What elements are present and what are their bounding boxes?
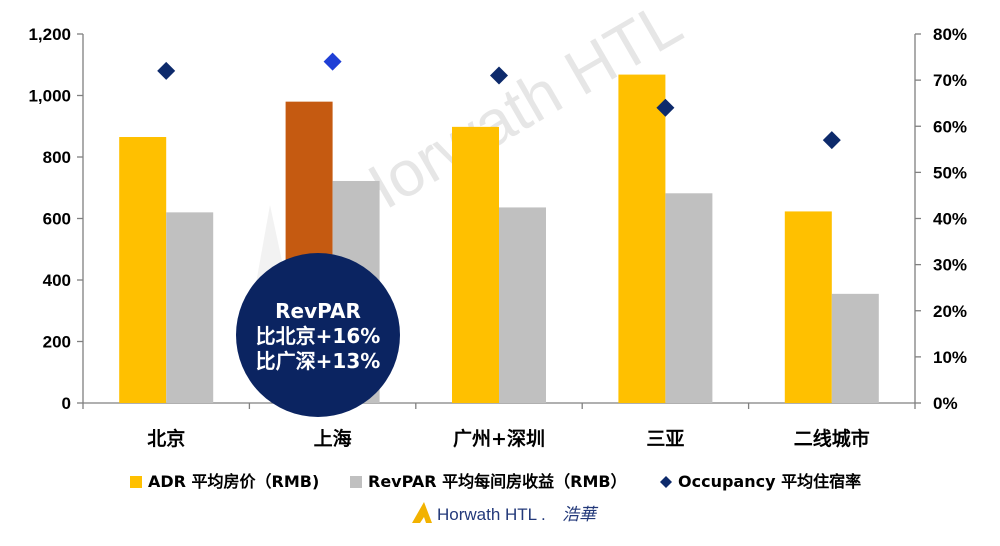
legend-swatch xyxy=(660,476,672,488)
callout-line-3: 比广深+13% xyxy=(256,349,381,373)
category-label: 北京 xyxy=(147,427,185,450)
y2-tick-label: 10% xyxy=(933,348,967,367)
occupancy-marker xyxy=(157,61,176,80)
callout-line-1: RevPAR xyxy=(275,299,361,323)
y2-tick-label: 50% xyxy=(933,163,967,182)
occupancy-marker xyxy=(656,98,675,117)
revpar-callout: RevPAR 比北京+16% 比广深+13% xyxy=(236,253,400,417)
y-tick-label: 200 xyxy=(43,333,71,352)
bar-revpar xyxy=(831,293,879,403)
y-tick-label: 400 xyxy=(43,271,71,290)
legend-label: RevPAR 平均每间房收益（RMB） xyxy=(368,472,627,491)
category-label: 三亚 xyxy=(646,428,684,450)
logo-tm: . xyxy=(541,505,546,524)
category-labels: 北京 上海 广州+深圳 三亚 二线城市 xyxy=(147,427,870,450)
legend-label: Occupancy 平均住宿率 xyxy=(678,472,861,491)
occupancy-markers xyxy=(157,52,841,150)
bar-adr xyxy=(452,126,499,404)
y2-tick-label: 60% xyxy=(933,117,967,136)
bar-revpar xyxy=(665,193,713,403)
category-label: 广州+深圳 xyxy=(453,427,545,450)
y2-tick-label: 20% xyxy=(933,302,967,321)
legend-swatch xyxy=(350,476,362,488)
legend: ADR 平均房价（RMB) RevPAR 平均每间房收益（RMB） Occupanc… xyxy=(130,472,861,491)
tick-labels: 0 200 400 600 800 1,000 1,200 0% 10% 20% 30% 40% 50%… xyxy=(28,25,967,413)
horwath-logo: Horwath HTL . 浩華 xyxy=(412,502,599,525)
legend-label: ADR 平均房价（RMB) xyxy=(148,472,319,491)
callout-line-2: 比北京+16% xyxy=(256,324,381,348)
bar-revpar xyxy=(166,212,214,403)
occupancy-marker xyxy=(323,52,342,71)
bar-revpar xyxy=(499,207,546,403)
legend-swatch xyxy=(130,476,142,488)
y-tick-label: 1,000 xyxy=(28,87,71,106)
y-tick-label: 1,200 xyxy=(28,25,71,44)
logo-icon xyxy=(412,502,432,523)
y-tick-label: 800 xyxy=(43,148,71,167)
y2-tick-label: 70% xyxy=(933,71,967,90)
bar-adr xyxy=(784,211,832,403)
callout-circle xyxy=(236,253,400,417)
category-label: 上海 xyxy=(314,427,352,450)
logo-chinese: 浩華 xyxy=(562,505,599,525)
y2-tick-label: 30% xyxy=(933,256,967,275)
y2-tick-label: 40% xyxy=(933,210,967,229)
y2-tick-label: 80% xyxy=(933,25,967,44)
occupancy-marker xyxy=(490,66,508,85)
logo-name: Horwath HTL xyxy=(437,505,537,524)
y-tick-label: 600 xyxy=(43,210,71,229)
y2-tick-label: 0% xyxy=(933,394,958,413)
occupancy-marker xyxy=(822,131,841,150)
category-label: 二线城市 xyxy=(794,427,870,450)
bar-adr xyxy=(119,137,167,403)
y-tick-label: 0 xyxy=(62,394,71,413)
bar-adr xyxy=(618,74,666,403)
